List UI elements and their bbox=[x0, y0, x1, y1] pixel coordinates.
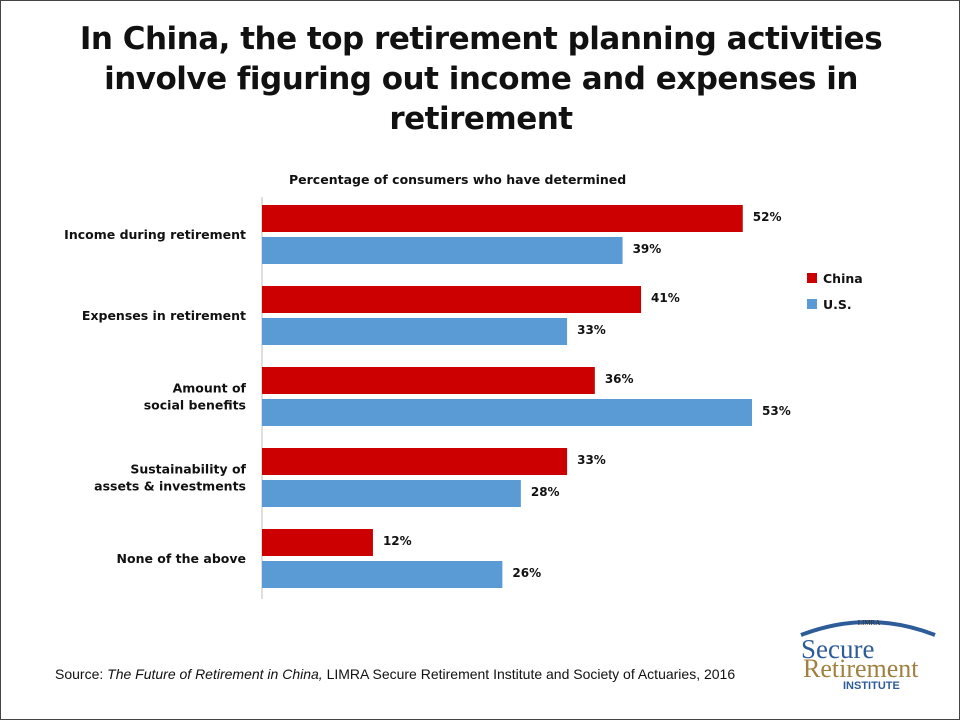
data-label: 26% bbox=[512, 566, 541, 580]
category-label: Sustainability of bbox=[130, 462, 246, 477]
data-label: 28% bbox=[531, 485, 560, 499]
logo-arc bbox=[800, 620, 936, 637]
legend-swatch-china bbox=[807, 273, 817, 283]
logo-secure-text: Secure bbox=[801, 634, 874, 664]
bar-us bbox=[262, 561, 503, 588]
data-label: 33% bbox=[577, 323, 606, 337]
category-label: Income during retirement bbox=[64, 227, 246, 242]
legend-label: U.S. bbox=[823, 297, 852, 312]
legend-label: China bbox=[823, 271, 863, 286]
chart-subtitle: Percentage of consumers who have determi… bbox=[289, 172, 627, 187]
data-label: 12% bbox=[383, 534, 412, 548]
logo-retirement-text: Retirement bbox=[803, 654, 919, 683]
bar-us bbox=[262, 399, 752, 426]
data-label: 41% bbox=[651, 291, 680, 305]
legend-swatch-us bbox=[807, 299, 817, 309]
bar-china bbox=[262, 367, 595, 394]
bar-us bbox=[262, 237, 623, 264]
data-label: 36% bbox=[605, 372, 634, 386]
data-label: 33% bbox=[577, 453, 606, 467]
category-label: Expenses in retirement bbox=[82, 308, 246, 323]
category-label: social benefits bbox=[144, 398, 246, 413]
logo-institute-text: INSTITUTE bbox=[843, 680, 900, 692]
bar-us bbox=[262, 480, 521, 507]
category-label: Amount of bbox=[173, 381, 247, 396]
page-title: In China, the top retirement planning ac… bbox=[79, 21, 883, 137]
source-prefix: Source: bbox=[55, 666, 108, 682]
logo-limra-text: LIMRA bbox=[858, 619, 881, 627]
bar-china bbox=[262, 448, 568, 475]
category-label: None of the above bbox=[117, 551, 246, 566]
secure-retirement-institute-logo: LIMRA Secure Retirement INSTITUTE bbox=[800, 619, 936, 692]
bar-us bbox=[262, 318, 568, 345]
source-title: The Future of Retirement in China, bbox=[107, 666, 323, 682]
bar-china bbox=[262, 205, 743, 232]
bar-china bbox=[262, 529, 373, 556]
data-label: 52% bbox=[753, 210, 782, 224]
source-note: Source: The Future of Retirement in Chin… bbox=[55, 664, 755, 684]
data-label: 53% bbox=[762, 404, 791, 418]
bar-china bbox=[262, 286, 642, 313]
source-rest: LIMRA Secure Retirement Institute and So… bbox=[322, 666, 736, 682]
data-label: 39% bbox=[633, 242, 662, 256]
category-label: assets & investments bbox=[94, 479, 246, 494]
bar-chart: Income during retirement 52% 39% Expenses i… bbox=[64, 197, 863, 599]
